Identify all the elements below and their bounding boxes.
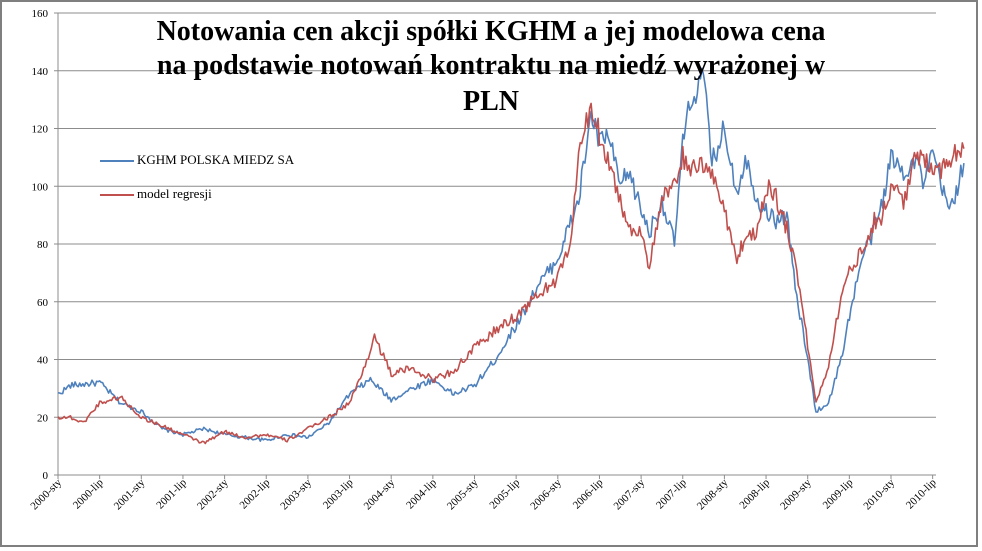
chart-title-line-3: PLN: [463, 86, 519, 117]
y-tick-label: 60: [37, 297, 49, 309]
x-tick-label: 2000-lip: [71, 476, 106, 511]
y-tick-label: 120: [32, 124, 49, 136]
axes: [54, 12, 936, 479]
y-tick-label: 100: [32, 181, 49, 193]
x-tick-label: 2003-lip: [321, 476, 356, 511]
legend-swatch-kghm: [100, 160, 134, 162]
x-tick-label: 2009-sty: [778, 476, 814, 512]
gridlines: [58, 12, 936, 418]
y-tick-label: 80: [37, 239, 49, 251]
x-tick-label: 2001-sty: [112, 476, 148, 512]
series-line-model: [57, 102, 965, 445]
chart-title-line-1: Notowania cen akcji spółki KGHM a jej mo…: [156, 16, 826, 47]
x-tick-label: 2010-sty: [861, 476, 897, 512]
series-lines: [57, 67, 965, 445]
x-tick-label: 2002-lip: [238, 476, 273, 511]
x-tick-label: 2006-lip: [571, 476, 606, 511]
y-tick-label: 0: [43, 470, 49, 482]
series-line-kghm: [57, 67, 965, 442]
legend-label-model: model regresji: [137, 186, 212, 201]
y-tick-label: 160: [32, 8, 49, 20]
x-tick-label: 2005-sty: [445, 476, 481, 512]
x-tick-label: 2004-sty: [362, 476, 398, 512]
x-tick-label: 2010-lip: [904, 476, 939, 511]
x-tick-label: 2008-sty: [695, 476, 731, 512]
x-tick-label: 2005-lip: [487, 476, 522, 511]
x-tick-label: 2009-lip: [821, 476, 856, 511]
x-tick-label: 2003-sty: [278, 476, 314, 512]
x-tick-label: 2007-lip: [654, 476, 689, 511]
x-tick-label: 2002-sty: [195, 476, 231, 512]
y-tick-labels: 0 20 40 60 80 100 120 140 160: [32, 8, 49, 482]
x-tick-label: 2001-lip: [154, 476, 189, 511]
x-tick-label: 2007-sty: [612, 476, 648, 512]
legend-swatch-model: [100, 194, 134, 196]
x-tick-label: 2004-lip: [404, 476, 439, 511]
y-tick-label: 20: [37, 412, 49, 424]
y-tick-label: 40: [37, 355, 49, 367]
x-tick-label: 2006-sty: [528, 476, 564, 512]
legend-label-kghm: KGHM POLSKA MIEDZ SA: [137, 152, 295, 167]
y-tick-label: 140: [32, 66, 49, 78]
x-tick-label: 2008-lip: [737, 476, 772, 511]
chart-title-line-2: na podstawie notowań kontraktu na miedź …: [156, 50, 826, 81]
x-tick-labels: 2000-sty 2000-lip 2001-sty 2001-lip 2002-sty…: [28, 476, 939, 512]
